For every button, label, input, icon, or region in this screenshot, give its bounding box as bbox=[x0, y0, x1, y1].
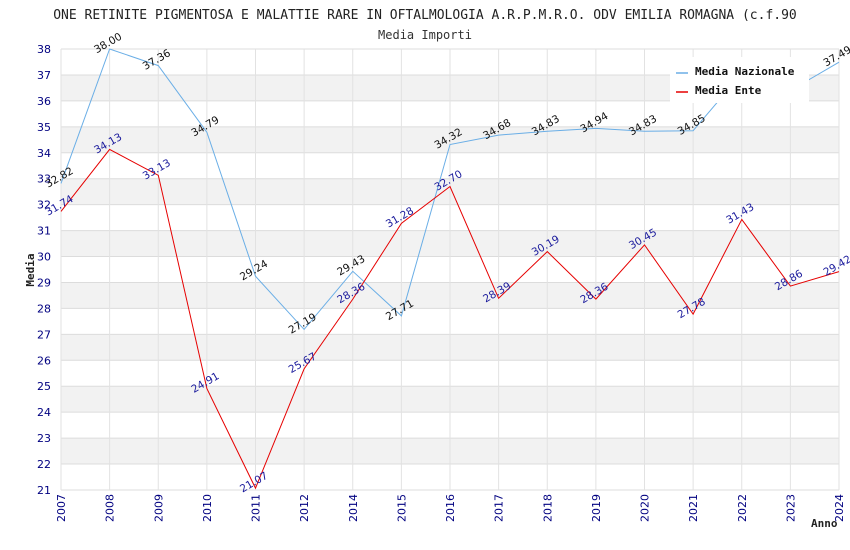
x-tick-label: 2019 bbox=[590, 494, 603, 522]
x-tick-label: 2015 bbox=[395, 494, 408, 522]
y-tick-label: 21 bbox=[37, 484, 51, 497]
legend-label-ente: Media Ente bbox=[695, 84, 762, 97]
x-tick-label: 2009 bbox=[152, 494, 165, 522]
x-tick-label: 2012 bbox=[298, 494, 311, 522]
y-tick-label: 33 bbox=[37, 173, 51, 186]
grid-lines bbox=[60, 48, 840, 491]
y-tick-label: 27 bbox=[37, 328, 51, 341]
legend: Media Nazionale Media Ente bbox=[670, 57, 809, 103]
x-tick-label: 2024 bbox=[833, 494, 846, 522]
series-line-nazionale bbox=[60, 48, 840, 331]
series-lines bbox=[60, 48, 840, 490]
chart-title: ONE RETINITE PIGMENTOSA E MALATTIE RARE … bbox=[53, 8, 797, 23]
x-tick-label: 2023 bbox=[784, 494, 797, 522]
y-axis-label: Media bbox=[24, 253, 37, 286]
y-tick-label: 26 bbox=[37, 354, 51, 367]
y-tick-label: 30 bbox=[37, 251, 51, 264]
x-tick-label: 2020 bbox=[639, 494, 652, 522]
x-axis-label: Anno bbox=[811, 517, 838, 530]
x-tick-label: 2021 bbox=[687, 494, 700, 522]
y-tick-label: 23 bbox=[37, 432, 51, 445]
y-tick-label: 22 bbox=[37, 458, 51, 471]
x-axis-ticks: 2007 2008 2009 2010 2011 2012 2014 2015 2016 2017… bbox=[55, 494, 846, 522]
x-tick-label: 2011 bbox=[250, 494, 263, 522]
x-tick-label: 2010 bbox=[201, 494, 214, 522]
y-tick-label: 32 bbox=[37, 199, 51, 212]
x-tick-label: 2016 bbox=[444, 494, 457, 522]
y-tick-label: 38 bbox=[37, 43, 51, 56]
x-tick-label: 2007 bbox=[55, 494, 68, 522]
y-tick-label: 29 bbox=[37, 276, 51, 289]
y-tick-label: 34 bbox=[37, 147, 51, 160]
x-tick-label: 2008 bbox=[104, 494, 117, 522]
y-tick-label: 31 bbox=[37, 225, 51, 238]
chart-subtitle: Media Importi bbox=[378, 28, 472, 42]
y-tick-label: 36 bbox=[37, 95, 51, 108]
legend-box bbox=[670, 57, 809, 103]
x-tick-label: 2022 bbox=[736, 494, 749, 522]
x-tick-label: 2014 bbox=[347, 494, 360, 522]
x-tick-label: 2018 bbox=[541, 494, 554, 522]
y-axis-ticks: 21 22 23 24 25 26 27 28 29 30 31 32 33 34 35 36 37 38 bbox=[37, 43, 51, 497]
y-tick-label: 25 bbox=[37, 380, 51, 393]
y-tick-label: 28 bbox=[37, 302, 51, 315]
y-tick-label: 24 bbox=[37, 406, 51, 419]
series-line-ente bbox=[60, 148, 840, 490]
y-tick-label: 37 bbox=[37, 69, 51, 82]
legend-label-nazionale: Media Nazionale bbox=[695, 65, 795, 78]
x-tick-label: 2017 bbox=[493, 494, 506, 522]
y-tick-label: 35 bbox=[37, 121, 51, 134]
